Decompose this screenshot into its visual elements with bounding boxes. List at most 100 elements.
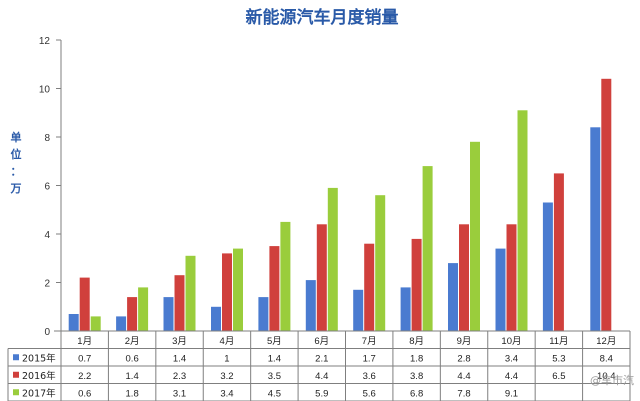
y-tick-label: 8 [44, 133, 50, 144]
bar-2015年-10月 [495, 248, 506, 331]
y-tick-label: 4 [44, 230, 50, 241]
legend-swatch-2016年 [13, 371, 19, 378]
x-tick-label: 12月 [596, 336, 616, 347]
bar-2016年-5月 [269, 246, 280, 331]
data-label: 2.3 [173, 371, 186, 382]
bar-2017年-10月 [517, 110, 528, 331]
data-label: 3.8 [410, 371, 423, 382]
y-axis-label-char: 单 [11, 130, 22, 144]
data-label: 3.4 [505, 353, 518, 364]
data-label: 1 [224, 353, 229, 364]
bar-2015年-12月 [590, 127, 601, 331]
legend-label: 2017年 [22, 387, 56, 399]
y-tick-label: 2 [44, 279, 50, 290]
x-tick-label: 1月 [77, 336, 92, 347]
legend-label: 2015年 [22, 352, 56, 364]
x-tick-label: 6月 [314, 336, 329, 347]
data-label: 5.9 [315, 388, 328, 399]
legend-swatch-2015年 [13, 354, 19, 361]
bar-2016年-4月 [222, 253, 232, 331]
bar-2016年-2月 [127, 297, 138, 331]
bar-2015年-9月 [448, 263, 458, 331]
y-axis-label-char: 位 [11, 147, 22, 161]
y-tick-label: 10 [39, 85, 51, 96]
data-label: 3.6 [363, 371, 376, 382]
data-label: 3.5 [268, 371, 281, 382]
data-label: 2.2 [78, 371, 91, 382]
bar-2017年-2月 [138, 287, 149, 331]
data-label: 5.6 [363, 388, 376, 399]
y-tick-label: 0 [44, 327, 50, 338]
data-label: 7.8 [457, 388, 470, 399]
bar-2016年-10月 [506, 224, 517, 331]
y-tick-label: 12 [39, 36, 51, 47]
x-tick-label: 8月 [409, 336, 424, 347]
bar-2016年-8月 [411, 238, 422, 331]
watermark: @车市汽 [590, 373, 634, 387]
bar-2016年-12月 [601, 78, 612, 331]
y-axis-label-char: ： [11, 165, 22, 178]
data-label: 4.4 [315, 371, 328, 382]
y-axis-label-char: 万 [10, 182, 22, 195]
bar-2017年-7月 [375, 195, 386, 331]
data-label: 5.3 [552, 353, 565, 364]
data-label: 1.8 [126, 388, 139, 399]
legend-label: 2016年 [22, 370, 56, 382]
data-table: 1月 2月 3月 4月 5月 6月 7月 8月 9月 10月 11月 12月 2015年 0.7 0.6 1.… [7, 330, 631, 401]
bar-2016年-7月 [364, 243, 375, 331]
data-label: 4.4 [505, 371, 518, 382]
y-tick-label: 6 [44, 182, 50, 193]
data-label: 0.6 [126, 353, 139, 364]
data-label: 6.8 [410, 388, 423, 399]
x-tick-label: 2月 [125, 336, 140, 347]
x-tick-label: 4月 [220, 336, 235, 347]
bar-2015年-4月 [211, 306, 221, 332]
bar-2017年-1月 [90, 316, 101, 331]
data-label: 1.8 [410, 353, 423, 364]
data-label: 1.4 [268, 353, 281, 364]
x-tick-label: 5月 [267, 336, 282, 347]
data-label: 1.7 [363, 353, 376, 364]
x-tick-label: 7月 [362, 336, 377, 347]
data-label: 1.4 [126, 371, 139, 382]
bar-2015年-1月 [68, 314, 79, 331]
bar-2016年-1月 [79, 277, 90, 331]
bar-2015年-7月 [353, 289, 364, 331]
bar-2016年-9月 [459, 224, 469, 331]
data-label: 4.5 [268, 388, 281, 399]
data-label: 8.4 [600, 353, 613, 364]
data-label: 1.4 [173, 353, 186, 364]
bar-2016年-3月 [174, 275, 185, 331]
bar-2016年-11月 [553, 173, 564, 331]
data-label: 3.4 [220, 388, 233, 399]
chart-title: 新能源汽车月度销量 [246, 7, 399, 28]
bar-2015年-8月 [400, 287, 411, 331]
x-tick-label: 10月 [501, 336, 521, 347]
legend-swatch-2017年 [13, 389, 19, 396]
data-label: 6.5 [552, 371, 565, 382]
bar-2015年-3月 [163, 297, 174, 331]
bars [68, 78, 612, 332]
data-label: 9.1 [505, 388, 518, 399]
x-tick-label: 9月 [457, 336, 472, 347]
bar-2015年-6月 [305, 280, 316, 331]
bar-2015年-11月 [542, 202, 553, 331]
x-tick-label: 11月 [549, 336, 568, 347]
bar-2017年-6月 [327, 187, 338, 331]
data-label: 2.1 [315, 353, 328, 364]
bar-2017年-5月 [280, 221, 291, 331]
x-tick-label: 3月 [172, 336, 187, 347]
bar-2015年-2月 [116, 316, 127, 331]
data-label: 0.6 [78, 388, 91, 399]
data-label: 4.4 [457, 371, 470, 382]
data-label: 10.4 [597, 371, 616, 382]
bar-2017年-3月 [185, 255, 196, 331]
bar-2016年-6月 [316, 224, 327, 331]
bar-2017年-4月 [233, 248, 243, 331]
bar-2017年-8月 [422, 166, 433, 331]
y-axis-ticks: 0 2 4 6 8 10 12 [39, 36, 51, 338]
data-label: 0.7 [78, 353, 91, 364]
bar-2017年-9月 [470, 141, 480, 331]
data-label: 2.8 [457, 353, 470, 364]
